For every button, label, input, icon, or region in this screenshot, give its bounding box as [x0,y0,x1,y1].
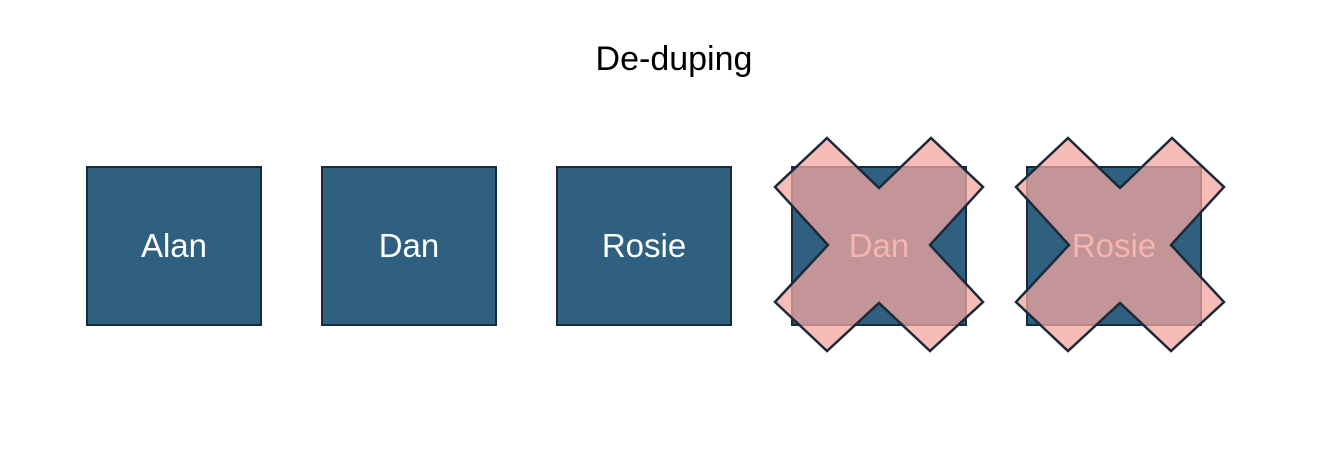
cross-out-icon [773,136,985,353]
name-box-label: Dan [378,227,440,264]
name-box-rosie: Rosie [556,166,732,326]
name-box-label: Rosie [601,227,687,264]
name-box-alan: Alan [86,166,262,326]
cross-out-icon [1014,136,1226,353]
name-box-dan: Dan [321,166,497,326]
name-box-label: Alan [140,227,208,264]
diagram-title: De-duping [595,40,753,78]
